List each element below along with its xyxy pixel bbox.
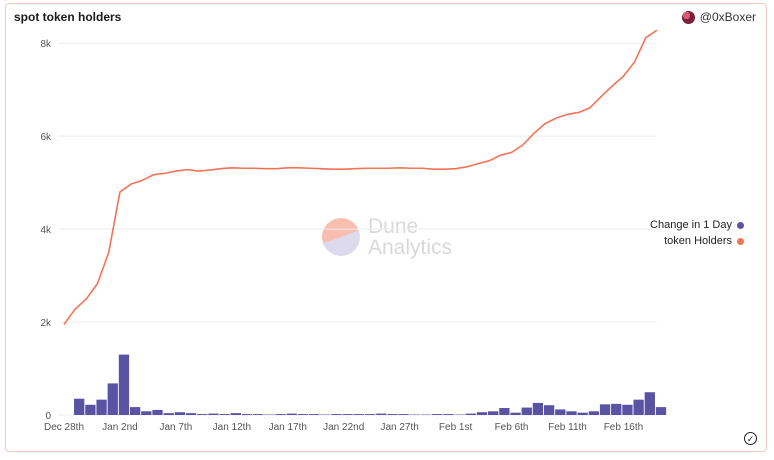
bar (74, 398, 85, 415)
bar (241, 414, 253, 415)
y-tick-label: 4k (40, 225, 52, 236)
author-link[interactable]: @0xBoxer (681, 10, 756, 24)
x-tick-label: Jan 12th (213, 422, 251, 433)
bar (118, 354, 130, 415)
bar (376, 413, 387, 415)
chart-legend: Change in 1 Day token Holders (650, 217, 744, 249)
bar (588, 411, 600, 415)
bar (465, 413, 476, 415)
x-tick-label: Feb 11th (548, 422, 587, 433)
legend-item-change[interactable]: Change in 1 Day (650, 217, 744, 233)
bar (499, 408, 510, 415)
bar (163, 413, 174, 415)
x-tick-label: Jan 2nd (102, 422, 138, 433)
bar (152, 409, 163, 415)
x-tick-label: Jan 27th (380, 422, 418, 433)
bar (275, 414, 286, 415)
bar (185, 413, 197, 415)
bar (208, 413, 219, 415)
bar (197, 414, 208, 415)
bar (253, 414, 264, 415)
bar (398, 414, 409, 415)
x-tick-label: Feb 16th (604, 422, 643, 433)
legend-label-holders: token Holders (664, 235, 732, 247)
y-tick-label: 6k (40, 132, 52, 143)
legend-dot-change (737, 221, 744, 229)
bar (230, 413, 241, 415)
bar (342, 414, 353, 415)
x-tick-label: Jan 17th (269, 422, 307, 433)
bar (577, 412, 588, 415)
bar (219, 414, 230, 415)
x-tick-label: Jan 22nd (323, 422, 364, 433)
x-tick-label: Feb 1st (439, 422, 473, 433)
y-tick-label: 2k (40, 318, 52, 329)
bar (387, 414, 398, 415)
watermark-line2: Analytics (368, 236, 453, 259)
bar (353, 414, 365, 415)
bar (129, 407, 141, 415)
x-tick-label: Jan 7th (159, 422, 192, 433)
x-tick-label: Dec 28th (44, 422, 84, 433)
bar (611, 403, 622, 415)
legend-label-change: Change in 1 Day (650, 219, 732, 231)
bar (432, 414, 443, 415)
avatar (681, 10, 695, 24)
bar (107, 383, 118, 415)
dune-logo-icon (322, 218, 360, 256)
bar (622, 404, 633, 415)
bar (644, 392, 655, 415)
bar (599, 404, 611, 415)
dune-watermark: Dune Analytics (322, 216, 452, 258)
bar (309, 414, 320, 415)
legend-dot-holders (737, 237, 744, 245)
bar (174, 412, 186, 415)
bar (96, 399, 107, 415)
bar (297, 414, 309, 415)
author-name: @0xBoxer (699, 10, 756, 24)
chart-card: spot token holders @0xBoxer Dune Analyti… (5, 3, 767, 452)
watermark-line1: Dune (368, 215, 419, 238)
bar (364, 414, 376, 415)
bar (85, 404, 96, 415)
y-tick-label: 0 (45, 411, 51, 422)
chart-title: spot token holders (14, 10, 122, 24)
bar (633, 399, 644, 415)
checkmark-icon[interactable]: ✓ (744, 432, 757, 445)
x-tick-label: Feb 6th (495, 422, 529, 433)
bar (555, 409, 566, 415)
series-line-token-holders (63, 29, 658, 325)
bar (566, 411, 577, 415)
y-tick-label: 8k (40, 39, 52, 50)
bar (331, 414, 342, 415)
legend-item-holders[interactable]: token Holders (650, 233, 744, 249)
bar (543, 405, 555, 415)
bar (655, 407, 667, 415)
bar (488, 411, 499, 415)
bar (532, 402, 544, 415)
bar (443, 414, 454, 415)
bar (521, 407, 532, 415)
bar (286, 413, 297, 415)
bar (510, 412, 521, 415)
bar (476, 412, 488, 415)
bar (141, 411, 152, 415)
